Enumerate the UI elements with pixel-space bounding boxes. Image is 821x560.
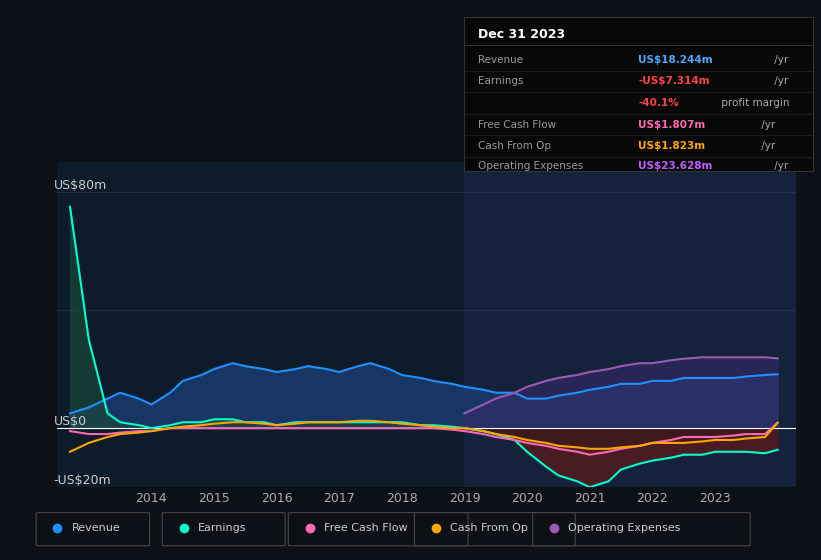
Text: Operating Expenses: Operating Expenses [568, 523, 681, 533]
Text: Cash From Op: Cash From Op [478, 141, 551, 151]
Text: /yr: /yr [771, 161, 788, 171]
Text: Operating Expenses: Operating Expenses [478, 161, 583, 171]
Text: profit margin: profit margin [718, 98, 789, 108]
Text: Cash From Op: Cash From Op [450, 523, 528, 533]
Text: /yr: /yr [771, 77, 788, 86]
Text: -US$20m: -US$20m [54, 474, 112, 487]
Bar [465, 162, 796, 487]
Text: US$18.244m: US$18.244m [639, 55, 713, 65]
Text: US$80m: US$80m [54, 179, 107, 192]
Text: /yr: /yr [758, 141, 775, 151]
Text: -US$7.314m: -US$7.314m [639, 77, 710, 86]
Text: US$1.823m: US$1.823m [639, 141, 705, 151]
Text: Free Cash Flow: Free Cash Flow [323, 523, 407, 533]
Text: Dec 31 2023: Dec 31 2023 [478, 27, 565, 40]
Text: /yr: /yr [758, 120, 775, 129]
Text: Earnings: Earnings [478, 77, 523, 86]
Text: US$0: US$0 [54, 415, 87, 428]
Text: US$23.628m: US$23.628m [639, 161, 713, 171]
Text: /yr: /yr [771, 55, 788, 65]
Text: -40.1%: -40.1% [639, 98, 679, 108]
Text: US$1.807m: US$1.807m [639, 120, 705, 129]
Text: Revenue: Revenue [71, 523, 121, 533]
Text: Earnings: Earnings [198, 523, 246, 533]
Text: Free Cash Flow: Free Cash Flow [478, 120, 556, 129]
Text: Revenue: Revenue [478, 55, 523, 65]
